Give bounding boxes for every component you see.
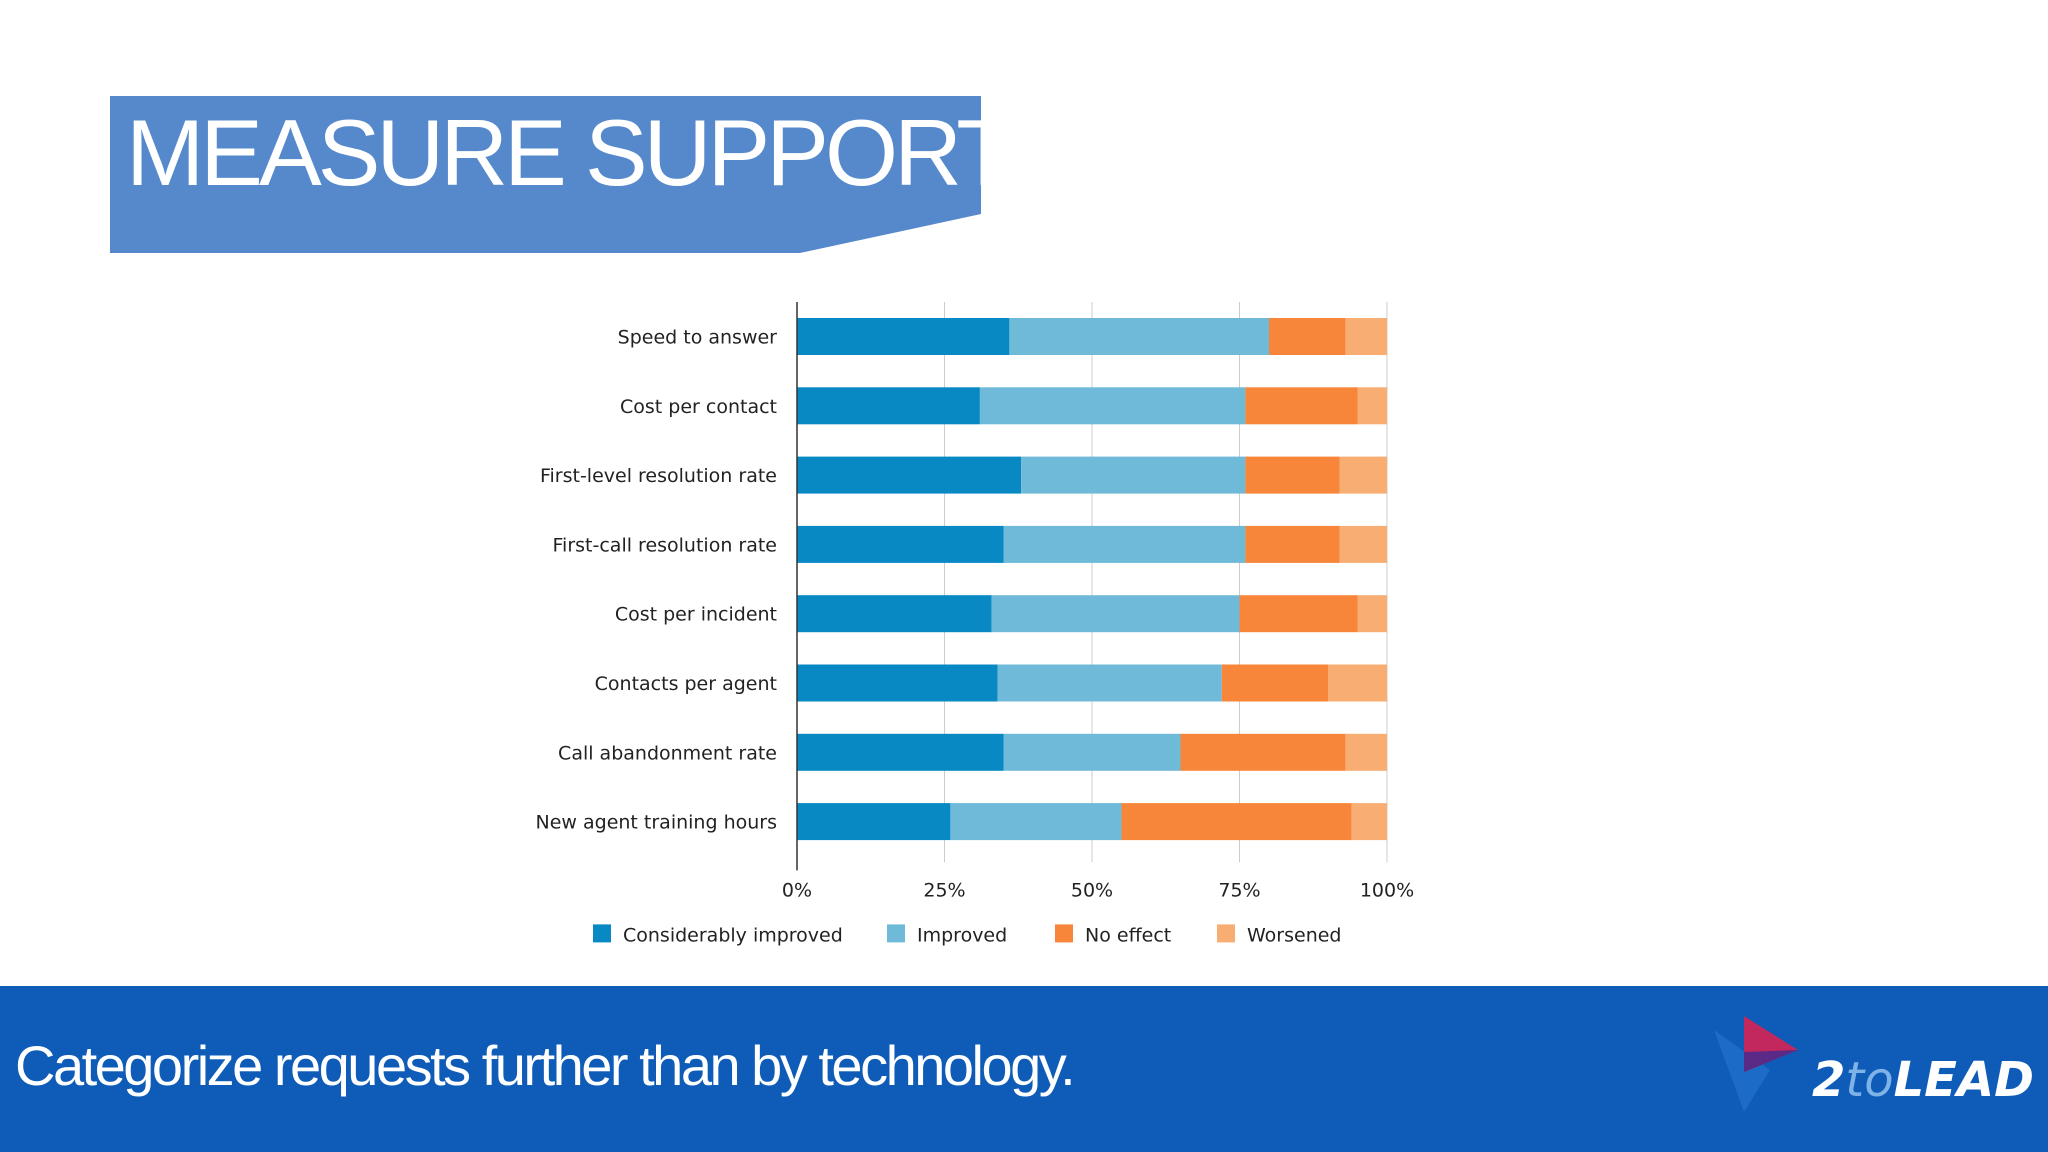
bar-segment (1180, 733, 1346, 771)
category-labels: Speed to answer Cost per contact First-lev… (536, 327, 778, 834)
category-label: Speed to answer (618, 327, 778, 349)
bar-segment (1245, 387, 1358, 425)
logo-shape-blue (1714, 1030, 1770, 1112)
x-tick-label: 50% (1071, 879, 1113, 901)
bar-segment (1009, 318, 1269, 355)
x-tick-label: 100% (1360, 879, 1414, 901)
bar-segment (1339, 525, 1387, 563)
bars (797, 318, 1387, 841)
x-tick-labels: 0% 25% 50% 75% 100% (782, 879, 1414, 901)
bar-segment (1351, 803, 1387, 841)
bar-segment (797, 525, 1004, 563)
bar-segment (1221, 664, 1328, 702)
stacked-bar-chart: Speed to answer Cost per contact First-lev… (536, 302, 1414, 946)
bar-segment (997, 664, 1222, 702)
legend-label: No effect (1085, 924, 1171, 946)
bar-segment (1021, 456, 1246, 494)
bar-segment (797, 803, 951, 841)
category-label: Call abandonment rate (558, 742, 777, 764)
grid-lines (796, 302, 1388, 863)
legend-label: Considerably improved (623, 924, 843, 946)
legend-swatch (593, 924, 611, 943)
bar-segment (1003, 525, 1246, 563)
category-label: Cost per incident (615, 604, 777, 626)
bar-segment (1357, 595, 1387, 633)
legend-label: Improved (917, 924, 1007, 946)
bar-segment (797, 387, 980, 425)
logo-text-2: 2 (1812, 1052, 1845, 1108)
bar-segment (1345, 733, 1387, 771)
company-logo: 2toLEAD (1714, 1016, 2034, 1112)
bar-segment (1269, 318, 1346, 355)
x-tick-label: 0% (782, 879, 812, 901)
bar-segment (1121, 803, 1352, 841)
bar-segment (1003, 733, 1181, 771)
category-label: Cost per contact (620, 396, 777, 418)
logo-wordmark: 2toLEAD (1812, 1052, 2034, 1108)
footer-caption: Categorize requests further than by tech… (15, 1034, 1076, 1097)
x-tick-label: 75% (1218, 879, 1260, 901)
bar-segment (991, 595, 1240, 633)
bar-segment (1357, 387, 1387, 425)
bar-segment (1245, 525, 1340, 563)
category-label: First-call resolution rate (553, 534, 777, 556)
legend-swatch (1217, 924, 1235, 943)
category-label: Contacts per agent (595, 673, 777, 695)
bar-segment (797, 318, 1010, 355)
title-banner-shape (110, 96, 981, 253)
bar-segment (797, 456, 1022, 494)
legend-swatch (1055, 924, 1073, 943)
bar-segment (1239, 595, 1358, 633)
chart-legend: Considerably improved Improved No effect Wo… (593, 924, 1342, 946)
bar-segment (1245, 456, 1340, 494)
bar-segment (797, 595, 992, 633)
bar-segment (979, 387, 1246, 425)
title-banner: MEASURE SUPPORT… (0, 0, 2048, 270)
bar-segment (1328, 664, 1387, 702)
bar-segment (797, 733, 1004, 771)
category-label: New agent training hours (536, 812, 777, 834)
logo-shape-purple (1744, 1050, 1798, 1072)
x-tick-label: 25% (923, 879, 965, 901)
legend-swatch (887, 924, 905, 943)
legend-label: Worsened (1247, 924, 1342, 946)
category-label: First-level resolution rate (540, 465, 777, 487)
logo-text-lead: LEAD (1894, 1052, 2034, 1108)
bar-segment (1345, 318, 1387, 355)
footer-bar: Categorize requests further than by tech… (0, 986, 2048, 1152)
logo-text-to: to (1845, 1052, 1893, 1108)
slide-title: MEASURE SUPPORT… (126, 100, 1104, 205)
bar-segment (1339, 456, 1387, 494)
bar-segment (797, 664, 998, 702)
bar-segment (950, 803, 1122, 841)
